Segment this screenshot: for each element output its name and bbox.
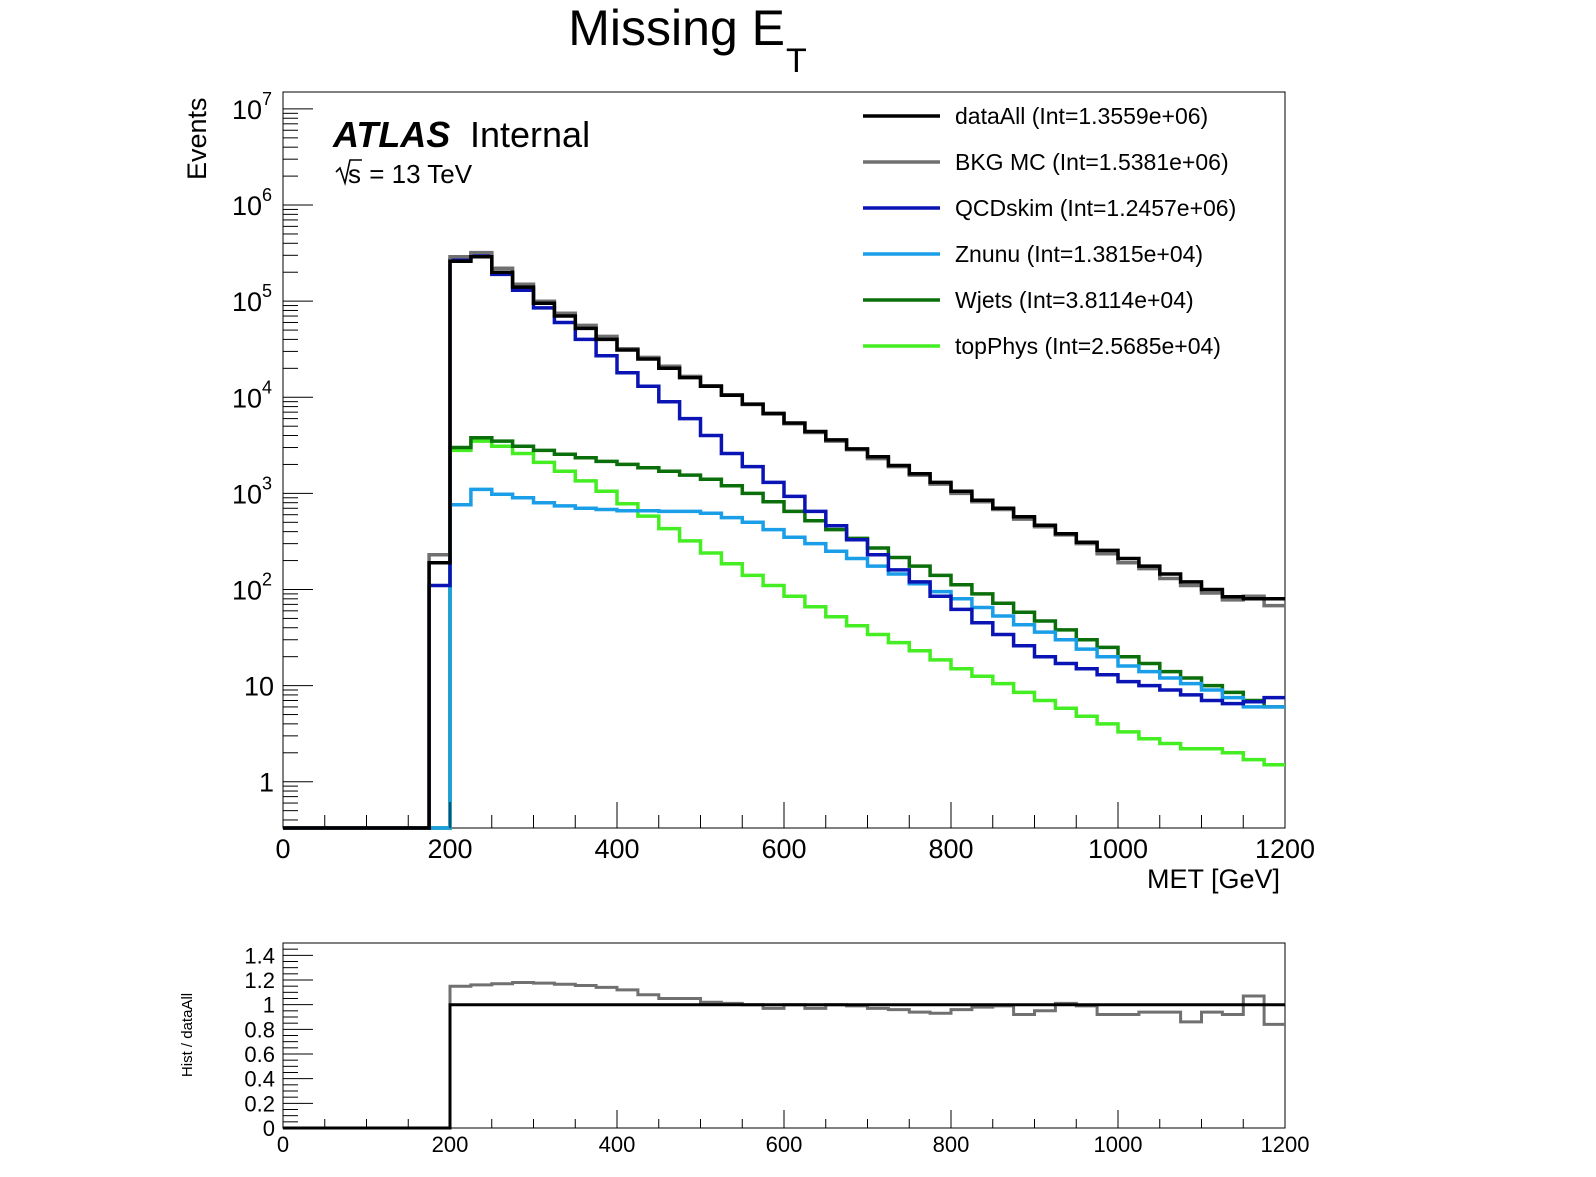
ratio-y-tick-label: 1.2 <box>244 968 275 993</box>
y-tick-label: 10 <box>232 287 262 317</box>
ratio-y-tick-label: 0.6 <box>244 1042 275 1067</box>
y-tick-label-exponent: 3 <box>262 473 272 493</box>
ratio-y-tick-label: 1.4 <box>244 943 275 968</box>
main-axis-ticks <box>282 108 1286 828</box>
y-tick-label-exponent: 7 <box>262 89 272 109</box>
y-axis-title: Events <box>182 97 212 180</box>
ratio-y-tick-label: 1 <box>263 993 275 1018</box>
x-tick-label: 1000 <box>1088 834 1148 864</box>
y-tick-label-exponent: 4 <box>262 377 272 397</box>
x-axis-title: MET [GeV] <box>1147 864 1280 894</box>
ratio-plot: 0 200 400 600 800 1000 1200 00.20.40.60.811.21.… <box>179 942 1309 1157</box>
chart-title-main: Missing E <box>568 0 785 56</box>
x-tick-label: 0 <box>275 834 290 864</box>
ratio-y-tick-label: 0.4 <box>244 1067 275 1092</box>
x-tick-label: 1200 <box>1255 834 1315 864</box>
ratio-series-line-bkg-mc <box>283 981 1285 1130</box>
atlas-label: ATLAS <box>332 114 450 155</box>
series-line-znunu <box>283 487 1285 830</box>
energy-label: s = 13 TeV <box>335 159 473 189</box>
ratio-x-tick-label: 1200 <box>1261 1132 1310 1157</box>
ratio-tick-labels: 0 200 400 600 800 1000 1200 00.20.40.60.811.21.… <box>244 943 1309 1157</box>
legend-label: topPhys (Int=2.5685e+04) <box>955 333 1221 359</box>
ratio-x-tick-label: 1000 <box>1094 1132 1143 1157</box>
y-tick-label: 10 <box>232 383 262 413</box>
legend-label: dataAll (Int=1.3559e+06) <box>955 103 1208 129</box>
x-tick-label: 400 <box>594 834 639 864</box>
ratio-axis-ticks <box>282 942 1286 1129</box>
legend-label: Wjets (Int=3.8114e+04) <box>955 287 1194 313</box>
ratio-y-tick-label: 0.8 <box>244 1017 275 1042</box>
ratio-x-tick-label: 400 <box>599 1132 636 1157</box>
x-tick-label: 800 <box>928 834 973 864</box>
ratio-x-tick-label: 800 <box>933 1132 970 1157</box>
y-tick-label-exponent: 6 <box>262 185 272 205</box>
main-series-layer <box>283 250 1285 830</box>
energy-label-value: = 13 TeV <box>362 159 473 189</box>
legend-label: BKG MC (Int=1.5381e+06) <box>955 149 1229 175</box>
ratio-x-tick-label: 0 <box>277 1132 289 1157</box>
series-line-topphys <box>283 439 1285 830</box>
legend-label: QCDskim (Int=1.2457e+06) <box>955 195 1236 221</box>
energy-label-s: s <box>348 159 361 189</box>
ratio-y-axis-title: Hist / dataAll <box>179 993 196 1077</box>
y-tick-label: 10 <box>232 575 262 605</box>
x-tick-label: 600 <box>761 834 806 864</box>
sqrt-symbol <box>335 159 362 187</box>
series-line-qcdskim <box>283 253 1285 830</box>
y-tick-label-exponent: 2 <box>262 569 272 589</box>
y-tick-label: 10 <box>244 672 274 702</box>
legend: dataAll (Int=1.3559e+06) BKG MC (Int=1.53… <box>863 103 1236 359</box>
ratio-x-tick-label: 200 <box>432 1132 469 1157</box>
ratio-y-tick-label: 0 <box>263 1116 275 1141</box>
y-tick-label: 10 <box>232 95 262 125</box>
series-line-dataall <box>283 254 1285 830</box>
y-tick-label: 1 <box>259 768 274 798</box>
legend-label: Znunu (Int=1.3815e+04) <box>955 241 1203 267</box>
atlas-status-label: Internal <box>470 114 590 155</box>
ratio-x-tick-label: 600 <box>766 1132 803 1157</box>
chart-title-subscript: T <box>786 42 807 80</box>
y-tick-label-exponent: 5 <box>262 281 272 301</box>
ratio-series-line-dataall <box>283 1003 1285 1130</box>
y-tick-label: 10 <box>232 479 262 509</box>
y-tick-label: 10 <box>232 191 262 221</box>
chart-title: Missing E <box>568 0 785 56</box>
ratio-y-tick-label: 0.2 <box>244 1091 275 1116</box>
ratio-series-layer <box>283 981 1285 1130</box>
x-tick-label: 200 <box>427 834 472 864</box>
